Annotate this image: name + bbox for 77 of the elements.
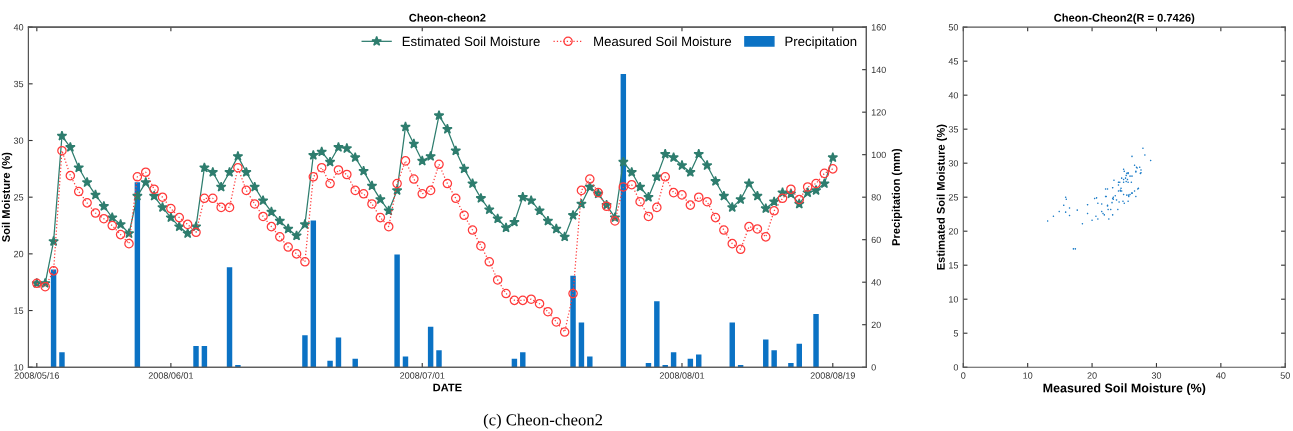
x-tick-label: 2008/07/01	[400, 372, 445, 379]
x-tick-label: 40	[1216, 372, 1226, 379]
bar	[335, 337, 342, 368]
y-tick-label: 50	[948, 24, 959, 31]
y-tick-label: 25	[14, 194, 24, 201]
y-tick-label: 35	[13, 80, 24, 88]
y-tick-label: 30	[948, 160, 959, 167]
y-tick-label: 25	[948, 194, 959, 201]
bar	[520, 352, 526, 368]
bar	[570, 275, 576, 368]
chart-title: Cheon-Cheon2(R = 0.7426)	[1054, 13, 1195, 24]
bar	[796, 343, 802, 368]
bar	[352, 358, 358, 368]
bar	[59, 352, 65, 368]
bar	[327, 360, 333, 368]
y2-axis-title: Precipitation (mm)	[891, 148, 903, 246]
legend-label: Measured Soil Moisture	[594, 36, 732, 47]
x-tick-label: 0	[961, 372, 966, 379]
bar	[771, 350, 777, 368]
y2-tick-label: 60	[871, 236, 881, 244]
y2-tick-label: 100	[871, 151, 886, 159]
bar	[193, 345, 199, 368]
y2-tick-label: 40	[871, 279, 881, 286]
bar	[763, 339, 769, 368]
y2-tick-label: 120	[871, 109, 886, 116]
y-tick-label: 40	[13, 24, 24, 31]
chart-title: Cheon-cheon2	[409, 13, 486, 22]
text: (c) Cheon-cheon2	[483, 413, 603, 429]
x-tick-label: 2008/05/16	[14, 372, 60, 379]
bar	[427, 326, 434, 368]
x-tick-label: 2008/08/01	[659, 372, 705, 379]
bar	[813, 314, 819, 368]
x-tick-label: 30	[1151, 372, 1162, 379]
y-tick-label: 20	[948, 228, 959, 235]
y-tick-label: 30	[13, 137, 24, 144]
y-tick-label: 10	[949, 296, 959, 303]
y-tick-label: 10	[14, 364, 24, 371]
y-tick-label: 15	[14, 307, 24, 314]
bar	[788, 362, 794, 368]
bar	[654, 301, 660, 368]
bar	[587, 356, 593, 368]
bar	[50, 269, 57, 368]
y-tick-label: 45	[948, 58, 959, 65]
y2-tick-label: 160	[871, 24, 886, 31]
y-tick-label: 20	[14, 250, 24, 258]
x-axis-title: Measured Soil Moisture (%)	[1043, 383, 1206, 395]
y-tick-label: 0	[953, 364, 959, 371]
bar	[696, 354, 702, 368]
x-axis-title: DATE	[433, 383, 462, 392]
bar	[302, 335, 308, 368]
bar	[729, 322, 735, 368]
bar	[310, 220, 317, 368]
bar	[670, 352, 677, 368]
y2-tick-label: 80	[871, 194, 881, 201]
bar	[226, 267, 233, 368]
x-tick-label: 2008/06/01	[148, 372, 194, 379]
legend-label: Precipitation	[785, 36, 857, 49]
y2-tick-label: 20	[871, 321, 881, 329]
x-tick-label: 10	[1023, 372, 1033, 379]
y-axis-title: Soil Moisture (%)	[1, 152, 13, 242]
y-tick-label: 15	[949, 262, 959, 269]
bar	[662, 365, 668, 368]
bar	[201, 345, 208, 368]
x-tick-label: 50	[1280, 372, 1290, 379]
x-tick-label: 20	[1087, 372, 1097, 379]
y2-tick-label: 0	[871, 364, 876, 371]
bar	[436, 350, 442, 368]
y-axis-title: Estimated Soil Moisture (%)	[936, 124, 947, 270]
bar	[578, 322, 585, 368]
bar	[394, 254, 400, 368]
x-tick-label: 2008/08/19	[810, 372, 855, 379]
legend-label: Estimated Soil Moisture	[402, 36, 540, 47]
y-tick-label: 40	[948, 92, 959, 99]
y2-tick-label: 140	[871, 66, 886, 74]
y-tick-label: 35	[948, 126, 959, 133]
bar	[235, 365, 241, 368]
y-tick-label: 5	[953, 330, 959, 337]
